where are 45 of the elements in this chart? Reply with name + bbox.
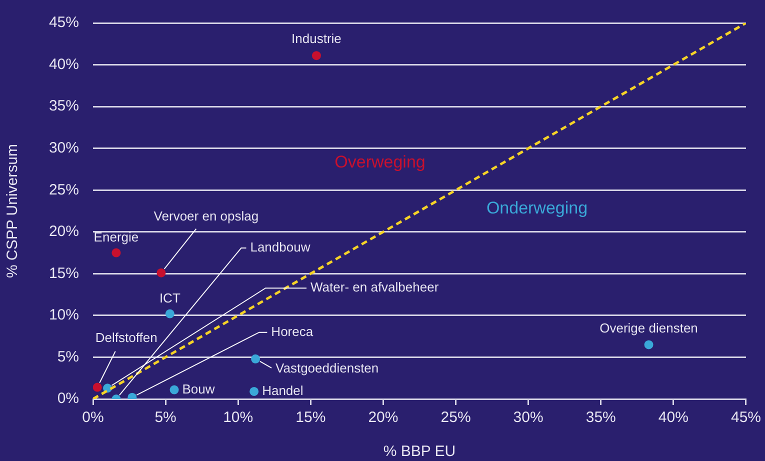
x-tick-label: 40%	[658, 409, 688, 426]
annotation: Handel	[262, 383, 304, 398]
y-tick-label: 45%	[48, 14, 79, 32]
annotation: Industrie	[292, 31, 342, 46]
y-tick-label: 20%	[48, 223, 79, 240]
point	[251, 354, 260, 364]
point	[170, 385, 179, 394]
y-tick-label: 30%	[48, 139, 79, 156]
point	[93, 382, 102, 392]
point	[644, 340, 654, 350]
x-tick-label: 0%	[82, 409, 104, 426]
annotation: Overige diensten	[600, 320, 698, 336]
x-tick-label: 20%	[368, 409, 398, 426]
annotation: Bouw	[182, 381, 216, 396]
point	[112, 248, 121, 258]
x-axis-title: % BBP EU	[383, 443, 456, 460]
y-tick-label: 40%	[48, 56, 79, 73]
annotation: Delfstoffen	[95, 330, 158, 345]
x-tick-label: 15%	[296, 409, 326, 426]
y-tick-label: 15%	[48, 264, 79, 282]
annotation: Overweging	[334, 152, 426, 172]
y-tick-label: 5%	[57, 348, 79, 366]
point	[165, 309, 174, 318]
x-tick-label: 30%	[513, 409, 544, 426]
annotation: Water- en afvalbeheer	[310, 280, 440, 295]
point	[312, 51, 321, 60]
y-tick-label: 10%	[48, 306, 79, 324]
y-axis-title: % CSPP Universum	[4, 144, 22, 278]
x-tick-label: 25%	[440, 409, 471, 426]
annotation: Horeca	[271, 324, 314, 339]
point	[250, 386, 259, 396]
point	[156, 268, 166, 278]
annotation: Vastgoeddiensten	[276, 360, 379, 376]
annotation: ICT	[159, 290, 180, 306]
y-tick-label: 0%	[57, 390, 79, 408]
annotation: Vervoer en opslag	[154, 208, 259, 224]
annotation: Onderweging	[486, 198, 588, 218]
x-tick-label: 10%	[223, 409, 254, 426]
annotation: Landbouw	[250, 240, 311, 255]
x-tick-label: 35%	[586, 409, 616, 426]
x-tick-label: 45%	[730, 409, 762, 426]
x-tick-label: 5%	[154, 409, 176, 426]
y-tick-label: 25%	[48, 181, 79, 198]
y-tick-label: 35%	[48, 98, 79, 115]
annotation: Energie	[94, 229, 139, 244]
